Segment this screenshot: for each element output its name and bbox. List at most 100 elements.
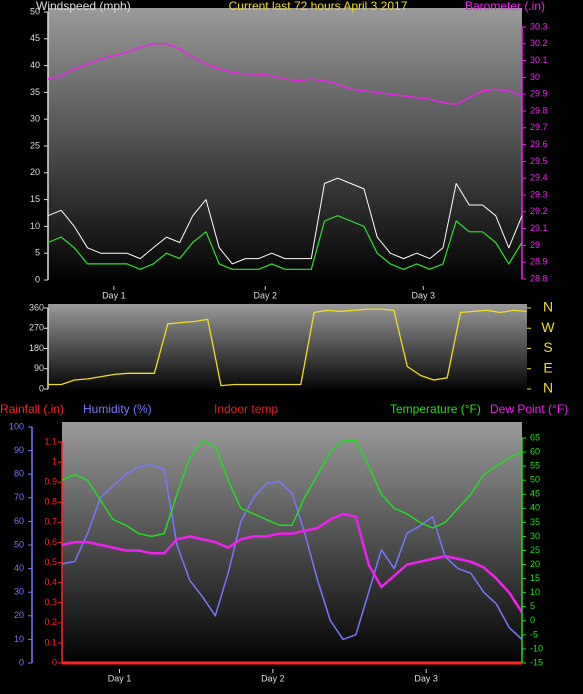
x-tick-label: Day 2 [261,673,285,683]
series-line [47,215,523,270]
y-tick-label: 90 [14,445,24,455]
plot-area [62,422,522,665]
legend-entry: Humidity (%) [83,402,152,416]
y-tick-label: 30.3 [530,21,548,31]
plot-area [48,8,522,284]
y-tick-label: 0.4 [44,577,57,587]
y-tick-label: 45 [530,489,540,499]
x-tick-label: Day 1 [102,290,126,300]
y-tick-label: 29.1 [530,223,548,233]
y-tick-label: 100 [9,421,24,431]
y-tick-label: 0.7 [44,517,57,527]
y-tick-label: 35 [530,517,540,527]
y-tick-label: 15 [30,194,40,204]
y-tick-label: 29.5 [530,156,548,166]
series-line [61,512,524,614]
y-tick-label: 65 [530,432,540,442]
y-tick-label: 0 [530,615,535,625]
y-tick-label: N [543,299,553,315]
y-tick-label: 45 [30,33,40,43]
legend-entry: Indoor temp [214,402,278,416]
y-tick-label: 25 [30,140,40,150]
y-tick-label: 50 [530,475,540,485]
y-tick-label: 15 [530,573,540,583]
series-line [47,177,523,265]
y-tick-label: 0.9 [44,477,57,487]
y-tick-label: 1 [52,456,57,466]
y-tick-label: 0.5 [44,557,57,567]
y-tick-label: 30.1 [530,55,548,65]
y-tick-label: 40 [530,503,540,513]
x-tick-label: Day 3 [414,673,438,683]
y-tick-label: W [541,319,555,335]
y-tick-label: 30.2 [530,38,548,48]
series-line [61,440,523,538]
y-tick-label: 0.8 [44,497,57,507]
y-tick-label: 1.1 [44,436,57,446]
y-tick-label: 60 [530,446,540,456]
y-tick-label: 180 [29,343,44,353]
series-line [48,308,528,387]
y-tick-label: 29 [530,240,540,250]
y-tick-label: 29.6 [530,139,548,149]
y-tick-label: 30 [530,531,540,541]
y-tick-label: 0.3 [44,597,57,607]
y-tick-label: 29.2 [530,206,548,216]
y2-axis-title: Barometer (.in) [465,0,545,13]
y-tick-label: 29.7 [530,122,548,132]
y-tick-label: 360 [29,302,44,312]
y-tick-label: 35 [30,87,40,97]
y-tick-label: 10 [30,221,40,231]
y-tick-label: 55 [530,461,540,471]
y-tick-label: 29.8 [530,105,548,115]
chart-title: Current last 72 hours April 3 2017 [229,0,408,13]
y-tick-label: 0.6 [44,537,57,547]
y-tick-label: 29.4 [530,173,548,183]
y-tick-label: 70 [14,492,24,502]
y-tick-label: N [543,380,553,396]
y-tick-label: 0 [19,657,24,667]
y-tick-label: 50 [14,539,24,549]
y-tick-label: 0.1 [44,637,57,647]
y-tick-label: 20 [14,610,24,620]
y-tick-label: 28.9 [530,257,548,267]
y-tick-label: 29.3 [530,189,548,199]
series-line [47,43,523,106]
y-tick-label: 30 [30,114,40,124]
y-tick-label: -15 [530,657,543,667]
y-tick-label: 5 [530,601,535,611]
y-tick-label: 60 [14,516,24,526]
y-tick-label: 30 [14,587,24,597]
y-tick-label: 30 [530,72,540,82]
y-tick-label: 0 [35,274,40,284]
y-tick-label: 20 [30,167,40,177]
y-tick-label: 29.9 [530,89,548,99]
y-tick-label: 10 [14,634,24,644]
y-tick-label: 25 [530,545,540,555]
y-tick-label: -10 [530,643,543,653]
y-tick-label: -5 [530,629,538,639]
y-tick-label: 40 [30,60,40,70]
y-tick-label: 40 [14,563,24,573]
y-tick-label: 20 [530,559,540,569]
y-tick-label: 270 [29,323,44,333]
y-tick-label: 5 [35,248,40,258]
y-tick-label: E [543,359,552,375]
y-tick-label: 0.2 [44,617,57,627]
y-tick-label: S [543,339,552,355]
x-tick-label: Day 2 [253,290,277,300]
plot-area [48,304,527,392]
legend-entry: Temperature (°F) [390,402,481,416]
x-tick-label: Day 3 [411,290,435,300]
y-tick-label: 90 [34,363,44,373]
y-tick-label: 10 [530,587,540,597]
x-tick-label: Day 1 [108,673,132,683]
y-axis-title: Windspeed (mph) [36,0,131,13]
legend-entry: Rainfall (.in) [0,402,64,416]
y-tick-label: 0 [52,657,57,667]
y-tick-label: 0 [39,383,44,393]
y-tick-label: 50 [30,6,40,16]
y-tick-label: 80 [14,469,24,479]
legend-entry: Dew Point (°F) [490,402,568,416]
